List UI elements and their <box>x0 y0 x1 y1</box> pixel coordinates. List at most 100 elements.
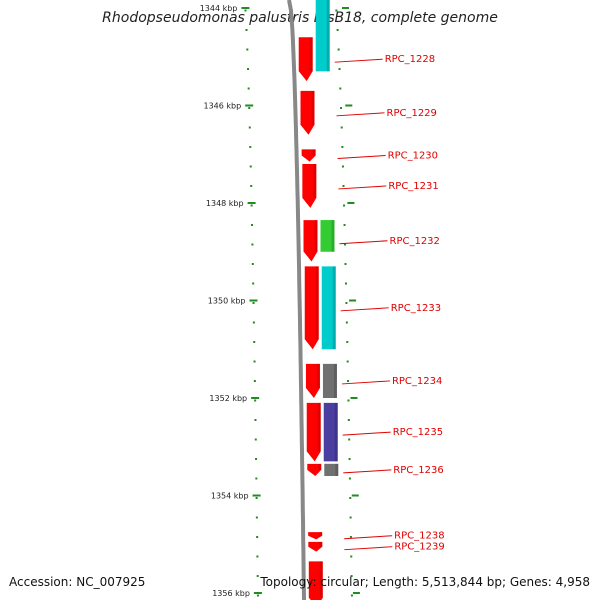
gene-label[interactable]: RPC_1229 <box>387 108 437 119</box>
gene-label[interactable]: RPC_1228 <box>385 54 435 65</box>
scale-tick <box>254 438 257 441</box>
gene-label[interactable]: RPC_1236 <box>393 465 443 476</box>
scale-tick <box>347 399 350 402</box>
scale-tick <box>251 263 254 265</box>
gene-arrow-shade <box>309 37 313 72</box>
gene-arrow[interactable] <box>307 463 322 476</box>
gene-label[interactable]: RPC_1231 <box>388 181 438 192</box>
gene-label[interactable]: RPC_1232 <box>390 236 440 247</box>
major-tick <box>349 299 357 302</box>
accession-text: Accession: NC_007925 <box>9 575 146 589</box>
scale-tick <box>249 165 252 168</box>
scale-tick <box>256 555 259 558</box>
gene-track2-block[interactable] <box>322 363 337 398</box>
scale-tick <box>345 321 348 324</box>
gene-label[interactable]: RPC_1233 <box>391 303 441 314</box>
genome-summary: Topology: circular; Length: 5,513,844 bp… <box>260 575 590 589</box>
gene-arrow-shade <box>317 402 321 452</box>
scale-tick <box>251 243 254 246</box>
gene-arrow[interactable] <box>308 541 323 552</box>
left-scale-ticks <box>244 9 259 597</box>
scale-tick <box>341 146 344 148</box>
scale-tick <box>348 458 351 460</box>
gene-arrow[interactable] <box>305 363 320 398</box>
scale-tick <box>338 68 341 70</box>
scale-tick <box>247 87 250 90</box>
gene-track2-block[interactable] <box>323 402 338 462</box>
gene-arrow[interactable] <box>308 561 323 600</box>
gene-label[interactable]: RPC_1230 <box>388 150 438 161</box>
scale-tick <box>347 380 350 382</box>
scale-tick <box>253 341 256 343</box>
scale-tick <box>339 87 342 90</box>
scale-tick <box>245 29 248 31</box>
scale-tick <box>252 321 255 324</box>
gene-track2-shade <box>335 463 339 476</box>
scale-tick <box>252 302 255 304</box>
major-tick <box>247 202 256 204</box>
gene-arrow[interactable] <box>302 164 317 208</box>
gene-label-leader <box>341 380 390 385</box>
scale-tick <box>336 29 339 31</box>
gene-label-leader <box>338 185 387 190</box>
gene-label-leader <box>334 58 383 63</box>
scale-tick <box>340 126 343 129</box>
major-tick <box>241 7 250 9</box>
gene-arrow-shade <box>319 561 323 598</box>
gene-arrow[interactable] <box>298 37 313 82</box>
gene-label[interactable]: RPC_1238 <box>394 531 444 542</box>
gene-track2-shade <box>326 0 330 72</box>
gene-label[interactable]: RPC_1239 <box>394 542 444 553</box>
gene-label[interactable]: RPC_1234 <box>392 376 442 387</box>
gene-track2-shade <box>331 220 335 252</box>
scale-tick <box>255 477 258 480</box>
gene-features <box>298 0 339 600</box>
gene-track2-block[interactable] <box>321 266 336 350</box>
gene-arrow-shade <box>316 363 320 388</box>
scale-tick <box>346 360 349 363</box>
gene-track2-block[interactable] <box>315 0 330 72</box>
gene-arrow[interactable] <box>301 149 316 162</box>
gene-arrow[interactable] <box>306 402 321 462</box>
gene-arrow[interactable] <box>304 266 319 350</box>
scale-tick <box>256 594 259 597</box>
gene-arrow[interactable] <box>300 90 315 135</box>
scale-tick <box>255 497 258 499</box>
gene-labels: RPC_1228 RPC_1229 RPC_1230 RPC_1231 RPC_1232… <box>334 54 445 553</box>
gene-arrow-shade <box>315 266 319 340</box>
scale-tick <box>349 497 352 499</box>
scale-tick <box>248 126 251 129</box>
scale-tick <box>349 536 352 538</box>
gene-label-leader <box>344 535 393 540</box>
major-tick <box>253 592 262 594</box>
major-tick <box>352 592 360 594</box>
major-tick <box>245 104 254 107</box>
scale-tick <box>350 555 353 558</box>
gene-arrow[interactable] <box>308 532 323 540</box>
gene-label-leader <box>336 112 385 117</box>
scale-tick <box>341 165 344 168</box>
major-tick <box>252 494 261 497</box>
gene-track2-block[interactable] <box>320 220 335 252</box>
gene-label[interactable]: RPC_1235 <box>393 427 443 438</box>
scale-tick <box>344 282 347 285</box>
scale-label: 1344 kbp <box>200 4 238 13</box>
right-scale-ticks <box>335 9 353 597</box>
scale-label: 1346 kbp <box>203 102 241 111</box>
scale-tick <box>345 302 348 304</box>
scale-tick <box>250 185 253 187</box>
scale-label: 1348 kbp <box>206 199 244 208</box>
scale-tick <box>347 419 350 421</box>
scale-label: 1350 kbp <box>208 297 246 306</box>
scale-tick <box>249 146 252 148</box>
gene-arrow[interactable] <box>303 220 318 262</box>
scale-tick <box>256 575 259 577</box>
scale-tick <box>253 380 256 382</box>
major-tick <box>249 299 258 302</box>
gene-label-leader <box>344 546 393 551</box>
scale-tick <box>340 107 343 109</box>
gene-track2-block[interactable] <box>324 463 339 476</box>
map-title: Rhodopseudomonas palustris BisB18, compl… <box>102 10 498 26</box>
scale-tick <box>247 68 250 70</box>
